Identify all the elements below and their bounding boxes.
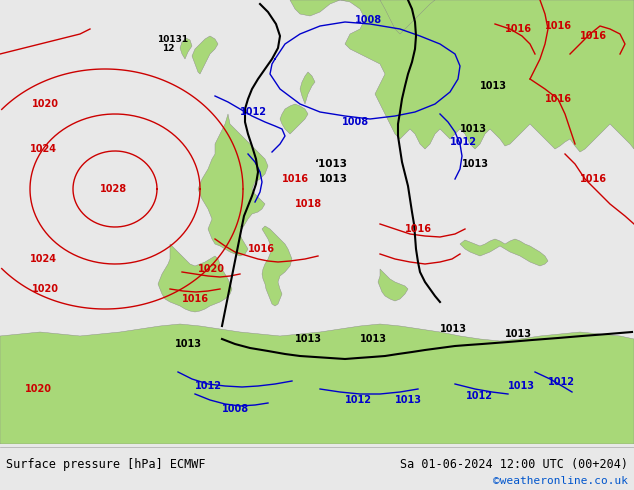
Text: 10131: 10131 [157, 35, 188, 45]
Text: 1008: 1008 [342, 117, 369, 127]
Text: 1012: 1012 [548, 377, 575, 387]
Text: 1013: 1013 [295, 334, 322, 344]
Text: 1013: 1013 [395, 395, 422, 405]
Text: 1016: 1016 [545, 21, 572, 31]
Text: 1020: 1020 [32, 99, 59, 109]
Text: Surface pressure [hPa] ECMWF: Surface pressure [hPa] ECMWF [6, 458, 205, 471]
Polygon shape [300, 72, 315, 104]
Polygon shape [192, 36, 218, 74]
Text: 1013: 1013 [360, 334, 387, 344]
Polygon shape [262, 226, 292, 306]
Text: ©weatheronline.co.uk: ©weatheronline.co.uk [493, 476, 628, 486]
Text: 1013: 1013 [505, 329, 532, 339]
Text: ‘1013: ‘1013 [315, 159, 348, 169]
Text: 1020: 1020 [32, 284, 59, 294]
Text: 1024: 1024 [30, 254, 57, 264]
Polygon shape [290, 0, 634, 152]
Text: Sa 01-06-2024 12:00 UTC (00+204): Sa 01-06-2024 12:00 UTC (00+204) [400, 458, 628, 471]
Text: 12: 12 [162, 45, 174, 53]
Text: 1016: 1016 [580, 31, 607, 41]
Text: 1012: 1012 [466, 391, 493, 401]
Text: 1012: 1012 [345, 395, 372, 405]
Text: 1024: 1024 [30, 144, 57, 154]
Text: 1013: 1013 [480, 81, 507, 91]
Text: 1016: 1016 [248, 244, 275, 254]
Text: 1008: 1008 [222, 404, 249, 414]
Text: 1016: 1016 [405, 224, 432, 234]
Text: 1013: 1013 [440, 324, 467, 334]
Polygon shape [180, 38, 192, 59]
Text: 1016: 1016 [545, 94, 572, 104]
Text: 1016: 1016 [580, 174, 607, 184]
Polygon shape [380, 0, 435, 34]
Text: 1013: 1013 [319, 174, 348, 184]
Text: 1013: 1013 [462, 159, 489, 169]
Text: 1016: 1016 [282, 174, 309, 184]
Text: 1016: 1016 [505, 24, 532, 34]
Polygon shape [158, 244, 232, 312]
Text: 1020: 1020 [25, 384, 52, 394]
Text: 1012: 1012 [240, 107, 267, 117]
Text: 1013: 1013 [175, 339, 202, 349]
Polygon shape [460, 239, 548, 266]
Polygon shape [198, 114, 268, 256]
Text: 1013: 1013 [460, 124, 487, 134]
Polygon shape [0, 324, 634, 444]
Text: 1020: 1020 [198, 264, 225, 274]
Text: 1013: 1013 [508, 381, 535, 391]
Text: 1018: 1018 [295, 199, 322, 209]
Text: 1012: 1012 [195, 381, 222, 391]
Text: 1016: 1016 [182, 294, 209, 304]
Text: 1008: 1008 [355, 15, 382, 25]
Text: 1028: 1028 [100, 184, 127, 194]
Text: 1012: 1012 [450, 137, 477, 147]
Polygon shape [378, 269, 408, 301]
Polygon shape [280, 104, 308, 134]
